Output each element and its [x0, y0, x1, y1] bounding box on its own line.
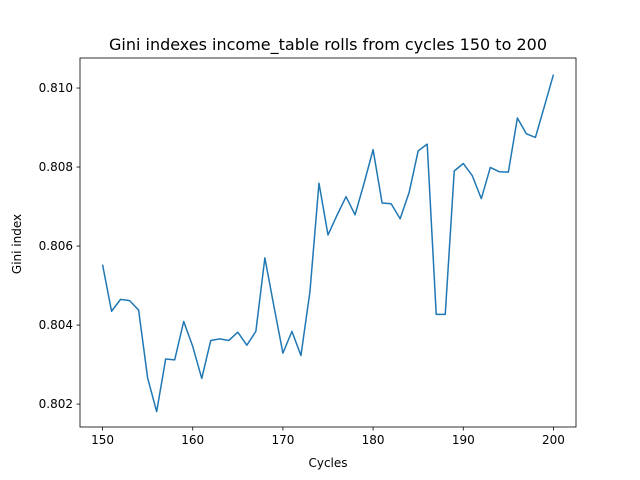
x-axis-label: Cycles [308, 456, 347, 470]
plot-area: 150 160 170 180 190 200 0.802 0.804 0.806 0.808 0.… [39, 57, 577, 447]
chart-title: Gini indexes income_table rolls from cyc… [109, 35, 547, 55]
y-axis-label: Gini index [10, 214, 24, 274]
x-tick-label: 190 [452, 433, 475, 447]
x-tick-label: 150 [91, 433, 114, 447]
y-tick-label: 0.810 [39, 81, 73, 95]
x-tick-label: 180 [362, 433, 385, 447]
y-tick-label: 0.808 [39, 160, 73, 174]
y-tick-label: 0.804 [39, 318, 73, 332]
y-tick-label: 0.806 [39, 239, 73, 253]
series-line-0 [101, 74, 555, 413]
x-tick-label: 200 [542, 433, 565, 447]
x-tick-label: 160 [181, 433, 204, 447]
y-tick-label: 0.802 [39, 397, 73, 411]
x-tick-label: 170 [271, 433, 294, 447]
axes-frame [79, 57, 577, 428]
